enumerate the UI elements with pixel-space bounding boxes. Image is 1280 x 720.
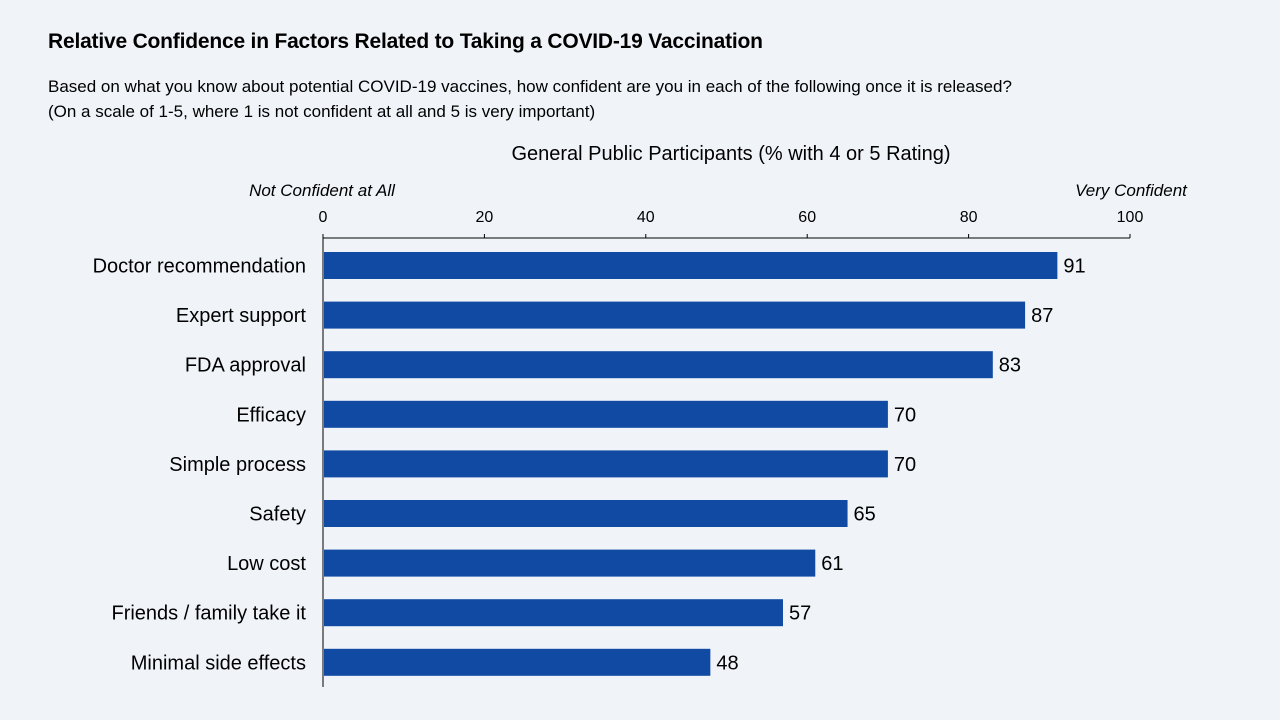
bar [324,450,888,478]
chart-title: Relative Confidence in Factors Related t… [48,30,763,53]
bar [324,252,1058,279]
x-tick-label: 0 [319,209,328,226]
category-label: Efficacy [236,404,306,426]
bar [324,500,848,527]
axis-end-label-left: Not Confident at All [249,181,396,200]
value-label: 91 [1063,256,1085,278]
plot-title: General Public Participants (% with 4 or… [511,143,950,165]
value-label: 70 [894,404,916,426]
category-label: Safety [249,504,306,526]
x-tick-label: 20 [476,209,494,226]
axis-end-label-right: Very Confident [1075,181,1188,200]
bar [324,351,993,379]
bar [324,599,783,627]
value-label: 65 [854,504,876,526]
x-tick-label: 60 [798,209,816,226]
value-label: 87 [1031,305,1053,327]
x-tick-label: 100 [1117,209,1144,226]
value-label: 83 [999,355,1021,377]
bar [324,549,816,577]
chart-subtitle: Based on what you know about potential C… [48,74,1248,124]
category-label: Simple process [169,454,306,476]
bar [324,400,888,428]
bar [324,648,711,676]
category-label: Minimal side effects [131,652,306,674]
value-label: 70 [894,454,916,476]
x-tick-label: 40 [637,209,655,226]
subtitle-line-1: Based on what you know about potential C… [48,77,1012,96]
subtitle-line-2: (On a scale of 1-5, where 1 is not confi… [48,102,596,121]
bar [324,301,1026,329]
category-label: Low cost [227,553,306,575]
x-tick-label: 80 [960,209,978,226]
category-label: Doctor recommendation [93,256,306,278]
category-label: Friends / family take it [111,603,306,625]
value-label: 61 [821,553,843,575]
value-label: 48 [716,652,738,674]
value-label: 57 [789,603,811,625]
category-label: FDA approval [185,355,306,377]
category-label: Expert support [176,305,307,327]
